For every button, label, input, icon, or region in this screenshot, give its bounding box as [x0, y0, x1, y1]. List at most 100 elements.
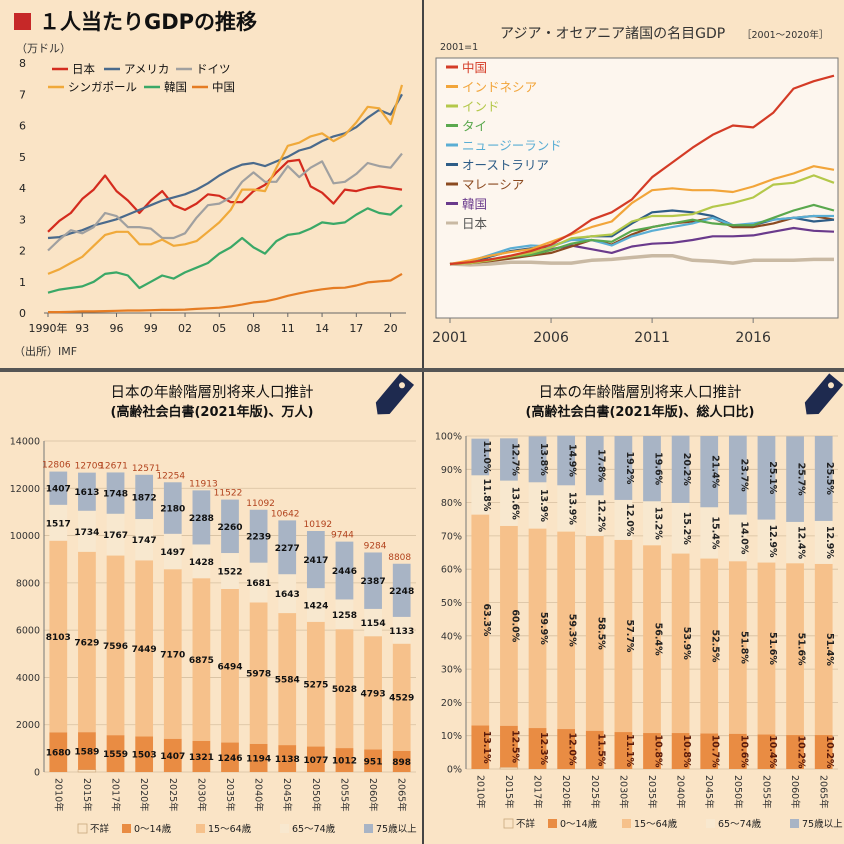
x-tick-label: 14 — [315, 322, 329, 335]
bar-segment — [671, 733, 690, 769]
data-label: 6494 — [217, 662, 242, 672]
x-tick-label: 11 — [281, 322, 295, 335]
bar-segment — [614, 539, 633, 733]
data-label: 1589 — [74, 747, 99, 757]
x-tick-label: 2015年 — [503, 775, 515, 809]
bar-segment — [614, 732, 633, 769]
data-label: 5978 — [246, 670, 271, 680]
bar-segment — [364, 552, 382, 609]
bar-segment — [700, 507, 719, 559]
bar-segment — [557, 729, 576, 769]
data-label: 51.6% — [796, 633, 807, 666]
bar-segment — [557, 485, 576, 532]
data-label: 11.5% — [595, 733, 606, 766]
bar-segment — [192, 740, 211, 772]
legend-label: 日本 — [462, 216, 488, 231]
bar-segment — [814, 563, 833, 736]
data-label: 13.2% — [653, 507, 664, 540]
price-tag-icon — [375, 373, 415, 415]
bar-segment — [335, 629, 354, 749]
data-label: 2446 — [332, 567, 357, 577]
legend-label: 中国 — [212, 80, 235, 94]
data-label: 52.5% — [710, 629, 721, 662]
bar-segment — [786, 436, 804, 522]
legend-label: インドネシア — [462, 80, 537, 95]
total-label: 11092 — [246, 499, 275, 509]
bar-segment — [585, 436, 604, 496]
data-label: 1407 — [160, 752, 185, 762]
bar-segment — [221, 553, 239, 590]
total-label: 10642 — [271, 509, 300, 519]
bar-segment — [192, 544, 211, 579]
series-line-シンガポール — [47, 84, 404, 275]
y-tick-label: 14000 — [10, 437, 40, 448]
data-label: 10.6% — [738, 735, 749, 768]
bar-segment — [392, 750, 411, 772]
bar-segment — [364, 608, 382, 637]
bar-segment — [78, 732, 96, 770]
vertical-divider-top — [422, 0, 424, 368]
bar-segment — [163, 482, 182, 534]
bar-segment — [278, 613, 297, 746]
bar-segment — [278, 520, 297, 575]
y-tick-label: 20% — [441, 698, 462, 709]
data-label: 1138 — [275, 755, 300, 765]
bar-segment — [306, 588, 325, 622]
gdp-per-capita-title-wrap: １人当たりGDPの推移 — [14, 6, 257, 36]
data-label: 1680 — [46, 749, 71, 759]
bar-segment — [392, 563, 411, 617]
population-percent-panel: 日本の年齢階層別将来人口推計 (高齢社会白書(2021年版)、総人口比) 0% 10%… — [424, 372, 844, 844]
y-tick-label: 1 — [19, 276, 26, 289]
total-label: 12806 — [42, 461, 71, 471]
bar-segment — [78, 551, 96, 733]
total-label: 12254 — [156, 471, 185, 481]
bar-segment — [106, 555, 125, 736]
bar-segment — [221, 742, 239, 772]
legend-swatch — [790, 819, 799, 828]
chart-title: アジア・オセアニア諸国の名目GDP — [500, 26, 725, 42]
data-label: 10.8% — [653, 735, 664, 768]
x-tick-label: 2055年 — [338, 778, 350, 812]
x-tick-label: 2030年 — [617, 775, 629, 809]
data-label: 12.9% — [767, 525, 778, 558]
data-label: 2288 — [189, 514, 214, 524]
legend-label: 15～64歳 — [634, 818, 678, 830]
y-tick-label: 3 — [19, 213, 26, 226]
bar-segment — [192, 578, 211, 741]
bar-segment — [364, 636, 382, 750]
y-tick-label: 7 — [19, 88, 26, 101]
bar-segment — [757, 436, 776, 520]
x-tick-label: 96 — [110, 322, 124, 335]
bar-segment — [557, 531, 576, 730]
bar-segment — [500, 725, 518, 768]
bar-segment — [135, 560, 154, 737]
legend-swatch — [122, 824, 131, 833]
data-label: 1734 — [74, 528, 99, 538]
y-tick-label: 8 — [19, 57, 26, 70]
y-tick-label: 30% — [441, 665, 462, 676]
data-label: 14.0% — [738, 521, 749, 554]
legend-label: インド — [462, 99, 500, 114]
y-tick-label: 4000 — [16, 673, 40, 684]
x-tick-label: 2020年 — [560, 775, 572, 809]
bar-segment — [528, 436, 547, 483]
bar-segment — [471, 514, 490, 726]
chart-subtitle: ［2001～2020年］ — [742, 29, 828, 41]
bar-segment — [249, 562, 268, 603]
y-tick-label: 80% — [441, 498, 462, 509]
bar-segment — [757, 562, 776, 735]
bar-segment — [671, 502, 690, 554]
bar-segment — [814, 520, 833, 564]
bar-segment — [364, 749, 382, 772]
x-tick-label: 2011 — [634, 330, 670, 346]
y-tick-label: 5 — [19, 151, 26, 164]
legend-label: 75歳以上 — [802, 818, 843, 830]
x-tick-label: 2040年 — [253, 778, 265, 812]
source-label: （出所）IMF — [14, 344, 77, 358]
bar-segment — [335, 599, 354, 630]
x-tick-label: 2025年 — [589, 775, 601, 809]
chart-subtitle: (高齢社会白書(2021年版)、総人口比) — [526, 404, 755, 420]
total-label: 8808 — [388, 553, 411, 563]
total-label: 11522 — [214, 489, 243, 499]
bar-segment — [757, 734, 776, 769]
